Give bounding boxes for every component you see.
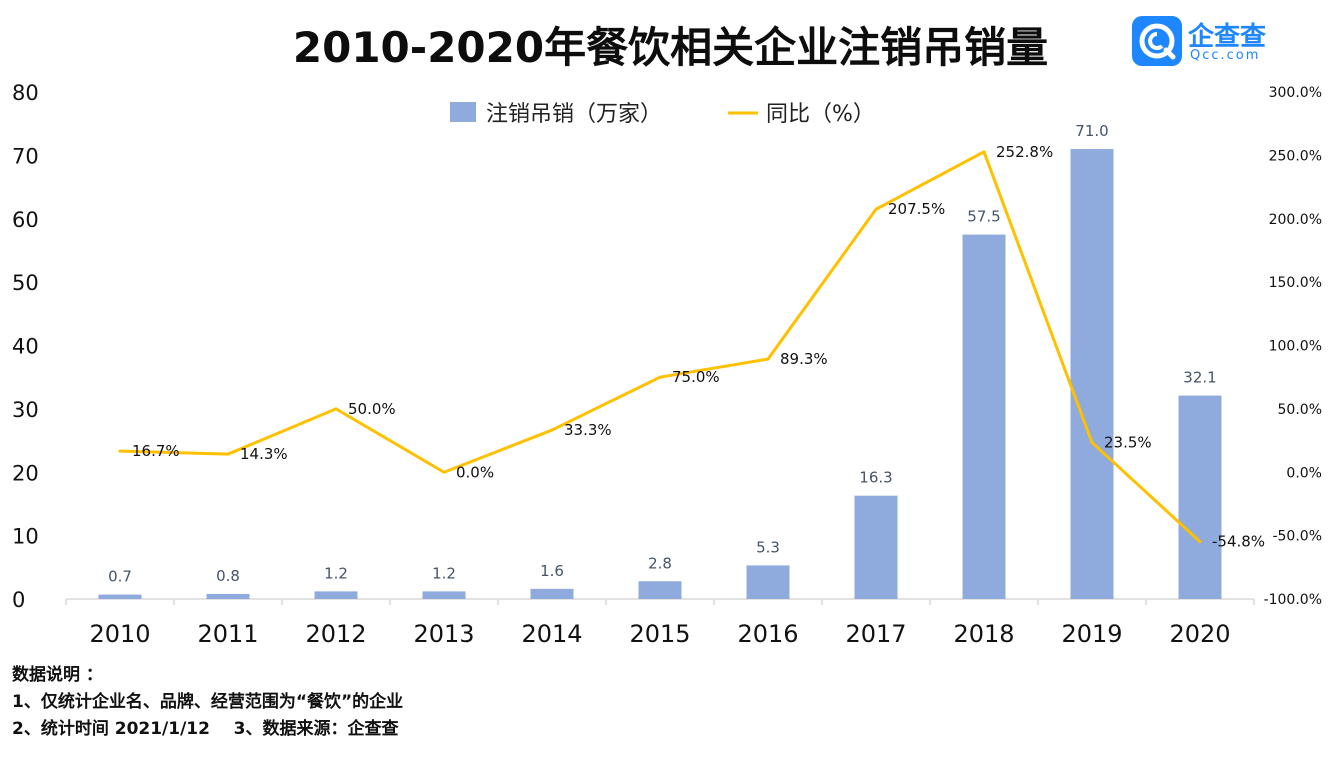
notes-line-1: 1、仅统计企业名、品牌、经营范围为“餐饮”的企业 [12, 692, 404, 712]
right-axis-tick-label: 50.0% [1278, 402, 1322, 418]
left-axis-tick-label: 0 [12, 588, 25, 612]
x-axis-category-label: 2017 [845, 620, 906, 648]
notes-heading: 数据说明 ： [12, 665, 103, 685]
right-axis-tick-label: -100.0% [1264, 592, 1322, 608]
bar [530, 588, 574, 599]
line-point [226, 452, 230, 456]
bar [98, 594, 142, 599]
right-axis-tick-label: 0.0% [1286, 465, 1322, 481]
line-data-label: 252.8% [996, 143, 1053, 161]
bar-data-label: 0.7 [108, 568, 132, 586]
line-point [1198, 540, 1202, 544]
left-axis-tick-label: 70 [12, 144, 39, 168]
x-axis-category-label: 2010 [89, 620, 150, 648]
legend-bar-label: 注销吊销（万家） [486, 102, 662, 127]
x-axis-category-label: 2016 [737, 620, 798, 648]
right-axis-tick-label: -50.0% [1272, 529, 1322, 545]
bar [422, 591, 466, 599]
line-point [766, 357, 770, 361]
chart-canvas: 0 10 20 30 40 50 60 70 80 -100.0% -50.0% 0.0% 50.0%… [12, 81, 1322, 648]
bar-data-label: 71.0 [1075, 122, 1108, 140]
right-axis-tick-label: 150.0% [1269, 275, 1322, 291]
bar-data-label: 2.8 [648, 554, 672, 572]
bar [854, 495, 898, 599]
qcc-logo-icon [1132, 16, 1182, 66]
left-y-axis: 0 10 20 30 40 50 60 70 80 [12, 81, 39, 612]
legend-line-label: 同比（%） [766, 102, 875, 127]
notes-line-2: 2、统计时间 2021/1/12 3、数据来源：企查查 [12, 719, 399, 739]
right-y-axis: -100.0% -50.0% 0.0% 50.0% 100.0% 150.0% 200.0%… [1264, 85, 1322, 608]
x-axis-category-label: 2018 [953, 620, 1014, 648]
line-data-label: 16.7% [132, 442, 180, 460]
left-axis-tick-label: 10 [12, 525, 39, 549]
x-axis-category-label: 2012 [305, 620, 366, 648]
x-axis-category-label: 2020 [1169, 620, 1230, 648]
logo-domain: Qcc.com [1190, 48, 1261, 63]
line-series [118, 150, 1202, 544]
x-axis-category-label: 2015 [629, 620, 690, 648]
line-data-label: 207.5% [888, 200, 945, 218]
line-point [118, 449, 122, 453]
x-axis-category-label: 2011 [197, 620, 258, 648]
line-data-label: 75.0% [672, 368, 720, 386]
line-point [1090, 440, 1094, 444]
x-axis-category-label: 2013 [413, 620, 474, 648]
bar-data-label: 57.5 [967, 208, 1000, 226]
line-data-label: 23.5% [1104, 433, 1152, 451]
line-point [442, 470, 446, 474]
bar-data-labels: 0.7 0.8 1.2 1.2 1.6 2.8 5.3 16.3 57.5 71.0 32.1 [108, 122, 1217, 586]
left-axis-tick-label: 80 [12, 81, 39, 105]
line-data-label: 14.3% [240, 445, 288, 463]
chart-title: 2010-2020年餐饮相关企业注销吊销量 [292, 23, 1049, 72]
line-point [658, 375, 662, 379]
line-path [119, 150, 1202, 543]
line-data-label: 50.0% [348, 400, 396, 418]
x-axis-ticks: 2010 2011 2012 2013 2014 2015 2016 2017 2018 2019… [65, 599, 1255, 648]
line-data-label: -54.8% [1212, 533, 1265, 551]
right-axis-tick-label: 300.0% [1269, 85, 1322, 101]
right-axis-tick-label: 200.0% [1269, 212, 1322, 228]
x-axis-category-label: 2019 [1061, 620, 1122, 648]
legend-bar-swatch [450, 102, 476, 122]
left-axis-tick-label: 20 [12, 461, 39, 485]
bar-data-label: 16.3 [859, 469, 892, 487]
left-axis-tick-label: 40 [12, 335, 39, 359]
data-notes: 数据说明 ： 1、仅统计企业名、品牌、经营范围为“餐饮”的企业 2、统计时间 2… [12, 662, 403, 743]
logo-name: 企查查 [1188, 22, 1267, 52]
qcc-logo: 企查查 Qcc.com [1128, 14, 1288, 70]
bar-data-label: 1.2 [324, 564, 348, 582]
line-data-label: 0.0% [456, 463, 494, 481]
bar [314, 591, 358, 599]
bar [962, 234, 1006, 599]
x-axis-category-label: 2014 [521, 620, 582, 648]
bar-data-label: 5.3 [756, 538, 780, 556]
bar [638, 581, 682, 599]
bar [746, 565, 790, 599]
line-point [982, 150, 986, 154]
legend: 注销吊销（万家） 同比（%） [450, 102, 875, 127]
bar [1070, 149, 1114, 599]
bar-data-label: 32.1 [1183, 369, 1216, 387]
line-point [334, 407, 338, 411]
bar-data-label: 1.6 [540, 562, 564, 580]
bar-data-label: 0.8 [216, 567, 240, 585]
bar [1178, 395, 1222, 599]
line-point [550, 428, 554, 432]
bar [206, 593, 250, 599]
bar-series [98, 149, 1222, 599]
left-axis-tick-label: 50 [12, 271, 39, 295]
right-axis-tick-label: 250.0% [1269, 148, 1322, 164]
bar-data-label: 1.2 [432, 564, 456, 582]
left-axis-tick-label: 30 [12, 398, 39, 422]
line-point [874, 207, 878, 211]
line-data-label: 33.3% [564, 421, 612, 439]
line-data-label: 89.3% [780, 350, 828, 368]
left-axis-tick-label: 60 [12, 208, 39, 232]
right-axis-tick-label: 100.0% [1269, 339, 1322, 355]
line-data-labels: 16.7% 14.3% 50.0% 0.0% 33.3% 75.0% 89.3% 207.5%… [132, 143, 1265, 551]
